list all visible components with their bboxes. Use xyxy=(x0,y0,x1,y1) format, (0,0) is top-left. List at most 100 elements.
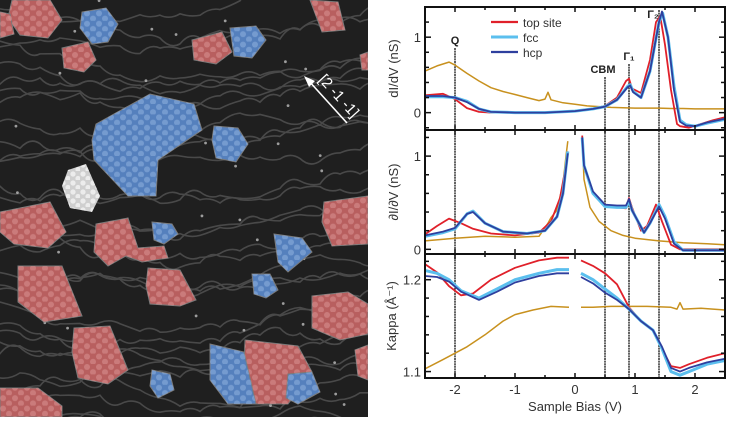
step-edge xyxy=(0,51,381,93)
island-texture xyxy=(92,94,202,196)
adatom xyxy=(150,27,154,31)
adatom xyxy=(284,60,287,64)
spectra-figure: 0 1 dI/dV (nS) Q CBM Γ₁ Γ₂ top site fcc hcp 0 1 ∂I/∂… xyxy=(368,0,736,417)
adatom xyxy=(14,124,18,128)
panel-3: 1.1 1.2 Kappa (Å⁻¹) -2 -1 0 1 2 xyxy=(384,253,726,397)
island-texture xyxy=(312,292,368,340)
island-texture xyxy=(62,42,96,72)
step-edge xyxy=(0,329,381,374)
adatom xyxy=(57,250,60,254)
marker-label: CBM xyxy=(590,64,615,76)
marker-label: Γ₁ xyxy=(623,51,635,63)
step-edge xyxy=(0,333,381,388)
step-edge xyxy=(0,326,381,358)
series-line-fcc xyxy=(425,268,725,377)
marker-label: Q xyxy=(451,35,460,47)
y-axis-label: dI/dV (nS) xyxy=(386,39,401,98)
island-texture xyxy=(274,234,312,272)
adatom xyxy=(286,104,290,108)
legend-label: hcp xyxy=(523,46,543,60)
adatom xyxy=(174,33,178,36)
adatom xyxy=(144,79,148,83)
adatom xyxy=(204,141,207,145)
island-texture xyxy=(252,274,278,298)
stm-topography: [2 -1 -1] xyxy=(0,0,381,422)
adatom xyxy=(255,238,259,242)
series-line-top-site xyxy=(425,135,725,251)
marker-label: Γ₂ xyxy=(647,9,659,21)
adatom xyxy=(194,314,198,318)
adatom xyxy=(16,191,19,194)
adatom xyxy=(97,0,101,3)
island-texture xyxy=(0,12,14,38)
series-line-hcp xyxy=(425,10,725,128)
adatom xyxy=(334,392,338,396)
x-axis-label: Sample Bias (V) xyxy=(528,399,622,414)
step-edge xyxy=(0,183,381,204)
series-line-top-site xyxy=(425,256,725,369)
step-edge xyxy=(0,226,381,261)
island-texture xyxy=(150,370,174,398)
stm-image: [2 -1 -1] xyxy=(0,0,381,422)
panel-frame xyxy=(424,253,726,379)
island-texture xyxy=(8,0,62,38)
adatom xyxy=(234,164,237,168)
x-tick-label: -2 xyxy=(449,382,461,397)
adatom xyxy=(238,218,242,222)
y-axis-label: Kappa (Å⁻¹) xyxy=(384,281,399,351)
island-texture xyxy=(0,202,66,248)
y-tick-label: 0 xyxy=(414,106,421,121)
y-tick-label: 1.1 xyxy=(403,365,421,380)
adatom xyxy=(276,142,280,146)
x-tick-label: 2 xyxy=(691,382,698,397)
y-axis-label: ∂I/∂V (nS) xyxy=(386,164,401,221)
panel-2: 0 1 ∂I/∂V (nS) xyxy=(386,129,726,257)
series-line-reference xyxy=(425,301,725,370)
step-edge xyxy=(0,141,381,165)
island-texture xyxy=(72,326,128,384)
island-texture xyxy=(94,218,168,266)
island-texture xyxy=(146,268,196,306)
adatom xyxy=(333,361,337,365)
adatom xyxy=(223,19,227,23)
island-texture xyxy=(18,266,82,322)
y-tick-label: 0 xyxy=(414,242,421,257)
legend-label: top site xyxy=(523,16,562,30)
island-texture xyxy=(192,32,232,64)
adatom xyxy=(66,326,69,330)
island-texture xyxy=(355,345,368,380)
islands xyxy=(0,0,369,418)
adatom xyxy=(269,404,272,407)
series-line-fcc xyxy=(425,137,725,252)
adatom xyxy=(304,67,308,71)
x-tick-label: 1 xyxy=(631,382,638,397)
series-line-hcp xyxy=(425,137,725,252)
island-texture xyxy=(230,26,266,58)
island-texture xyxy=(310,0,345,32)
x-tick-label: 0 xyxy=(571,382,578,397)
island-texture xyxy=(212,126,248,162)
series-line-reference xyxy=(425,137,725,246)
y-tick-label: 1.2 xyxy=(403,273,421,288)
adatom xyxy=(200,214,204,218)
adatom xyxy=(320,169,324,173)
series-line-top-site xyxy=(425,15,725,129)
island-texture xyxy=(152,222,178,244)
island-texture xyxy=(286,372,320,404)
panel-frame xyxy=(424,129,726,255)
island-texture xyxy=(0,388,62,417)
x-tick-label: -1 xyxy=(509,382,521,397)
series-line-hcp xyxy=(425,272,725,373)
adatom xyxy=(342,403,346,406)
adatom xyxy=(242,328,246,332)
legend-label: fcc xyxy=(523,31,538,45)
adatom xyxy=(301,322,305,326)
island-texture xyxy=(62,164,100,212)
adatom xyxy=(73,29,77,33)
island-texture xyxy=(360,52,368,70)
y-tick-label: 1 xyxy=(414,30,421,45)
step-edge xyxy=(0,16,381,55)
